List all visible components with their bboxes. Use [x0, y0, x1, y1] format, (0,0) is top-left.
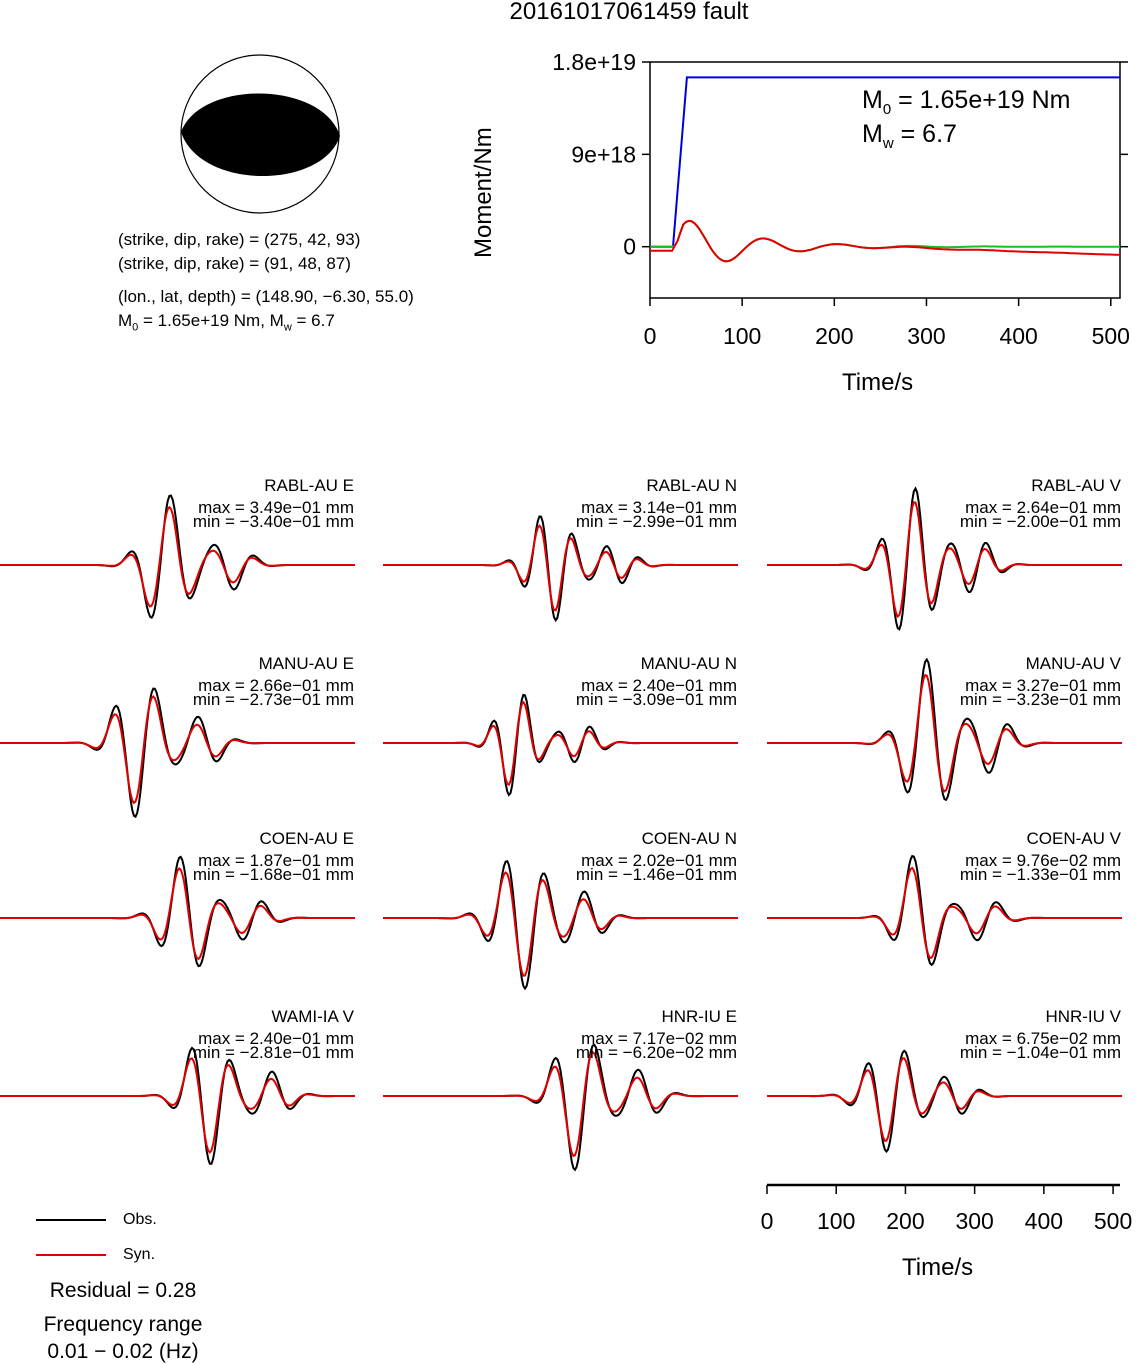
- station-name: WAMI-IA V: [271, 1007, 355, 1026]
- station-min: min = −3.23e−01 mm: [959, 690, 1121, 709]
- station-max: max = 3.27e−01 mm: [965, 676, 1121, 695]
- station-max: max = 1.87e−01 mm: [198, 851, 354, 870]
- time-tick-label: 300: [955, 1208, 993, 1234]
- waveform-grid: [0, 486, 1122, 1172]
- moment-xtick-label: 500: [1092, 323, 1130, 349]
- station-min: min = −1.46e−01 mm: [575, 865, 737, 884]
- obs-trace: [0, 1046, 355, 1165]
- station-name: RABL-AU E: [264, 476, 354, 495]
- station-min: min = −2.00e−01 mm: [959, 512, 1121, 531]
- time-tick-label: 400: [1025, 1208, 1063, 1234]
- moment-ytick-label: 1.8e+19: [552, 49, 636, 75]
- station-max: max = 2.40e−01 mm: [581, 676, 737, 695]
- station-name: RABL-AU V: [1031, 476, 1121, 495]
- station-max: max = 3.14e−01 mm: [581, 498, 737, 517]
- legend-syn-label: Syn.: [123, 1246, 156, 1263]
- station-name: MANU-AU E: [258, 654, 354, 673]
- station-max: max = 2.66e−01 mm: [198, 676, 354, 695]
- legend: [36, 1219, 106, 1256]
- obs-trace: [383, 1043, 738, 1172]
- time-tick-label: 0: [761, 1208, 774, 1234]
- m0-annotation: M0 = 1.65e+19 Nm: [862, 86, 1071, 118]
- waveform-x-label: Time/s: [902, 1254, 974, 1281]
- moment-rate-red: [650, 219, 1121, 263]
- station-max: max = 2.64e−01 mm: [965, 498, 1121, 517]
- moment-plot-frame: [649, 61, 1121, 299]
- syn-trace: [767, 501, 1122, 619]
- station-name: MANU-AU V: [1025, 654, 1121, 673]
- time-tick-label: 100: [817, 1208, 855, 1234]
- station-min: min = −1.33e−01 mm: [959, 865, 1121, 884]
- page-title: 20161017061459 fault: [509, 0, 749, 25]
- moment-rate-green: [650, 219, 1120, 263]
- obs-trace: [767, 1049, 1122, 1154]
- legend-obs-label: Obs.: [123, 1211, 157, 1228]
- station-min: min = −6.20e−02 mm: [575, 1043, 737, 1062]
- syn-trace: [0, 695, 355, 805]
- obs-trace: [383, 693, 738, 797]
- station-max: max = 6.75e−02 mm: [965, 1029, 1121, 1048]
- station-max: max = 2.02e−01 mm: [581, 851, 737, 870]
- station-name: HNR-IU E: [661, 1007, 737, 1026]
- moment-xtick-label: 0: [644, 323, 657, 349]
- moment-xtick-label: 200: [815, 323, 853, 349]
- station-name: COEN-AU V: [1026, 829, 1121, 848]
- syn-trace: [0, 505, 355, 608]
- mw-annotation: Mw = 6.7: [862, 120, 957, 152]
- obs-trace: [383, 515, 738, 623]
- syn-trace: [383, 700, 738, 787]
- syn-trace: [767, 1057, 1122, 1142]
- source-location: (lon., lat, depth) = (148.90, −6.30, 55.…: [118, 287, 414, 306]
- nodal-plane-1: (strike, dip, rake) = (275, 42, 93): [118, 230, 361, 249]
- moment-y-axis: 0 9e+18 1.8e+19: [552, 49, 1128, 260]
- syn-trace: [383, 1050, 738, 1158]
- station-max: max = 3.49e−01 mm: [198, 498, 354, 517]
- focal-mechanism-beachball: [180, 54, 340, 214]
- time-tick-label: 200: [886, 1208, 924, 1234]
- station-name: MANU-AU N: [640, 654, 737, 673]
- moment-ytick-label: 9e+18: [571, 141, 636, 167]
- residual-label: Residual = 0.28: [49, 1279, 197, 1302]
- frequency-range-value: 0.01 − 0.02 (Hz): [47, 1340, 199, 1363]
- syn-trace: [767, 673, 1122, 793]
- syn-trace: [0, 1057, 355, 1154]
- nodal-plane-2: (strike, dip, rake) = (91, 48, 87): [118, 254, 351, 273]
- moment-xtick-label: 400: [999, 323, 1037, 349]
- station-name: COEN-AU E: [259, 829, 354, 848]
- moment-xtick-label: 100: [723, 323, 761, 349]
- station-name: HNR-IU V: [1045, 1007, 1121, 1026]
- moment-summary: M0 = 1.65e+19 Nm, Mw = 6.7: [118, 311, 335, 334]
- syn-trace: [383, 524, 738, 612]
- moment-x-label: Time/s: [842, 369, 914, 396]
- station-min: min = −2.73e−01 mm: [192, 690, 354, 709]
- moment-xtick-label: 300: [907, 323, 945, 349]
- syn-trace: [0, 867, 355, 961]
- station-name: COEN-AU N: [641, 829, 737, 848]
- station-min: min = −2.99e−01 mm: [575, 512, 737, 531]
- station-name: RABL-AU N: [646, 476, 737, 495]
- station-min: min = −1.68e−01 mm: [192, 865, 354, 884]
- moment-curves: [650, 76, 1121, 263]
- time-tick-label: 500: [1094, 1208, 1132, 1234]
- frequency-range-label: Frequency range: [43, 1313, 203, 1336]
- station-min: min = −3.09e−01 mm: [575, 690, 737, 709]
- station-min: min = −2.81e−01 mm: [192, 1043, 354, 1062]
- station-max: max = 7.17e−02 mm: [581, 1029, 737, 1048]
- moment-ytick-label: 0: [623, 234, 636, 260]
- station-max: max = 2.40e−01 mm: [198, 1029, 354, 1048]
- waveform-time-axis: 0 100 200 300 400 500: [761, 1183, 1132, 1234]
- station-min: min = −1.04e−01 mm: [959, 1043, 1121, 1062]
- moment-plot: [649, 61, 1121, 299]
- syn-trace: [383, 871, 738, 977]
- moment-x-axis: 0 100 200 300 400 500: [644, 298, 1130, 349]
- station-max: max = 9.76e−02 mm: [965, 851, 1121, 870]
- moment-y-label: Moment/Nm: [470, 127, 497, 258]
- station-min: min = −3.40e−01 mm: [192, 512, 354, 531]
- syn-trace: [767, 866, 1122, 959]
